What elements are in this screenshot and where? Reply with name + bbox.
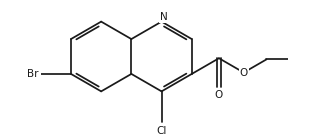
Text: O: O [240, 68, 248, 78]
Text: N: N [160, 12, 167, 22]
Text: Br: Br [27, 69, 39, 79]
Text: Cl: Cl [156, 125, 167, 135]
Text: O: O [215, 90, 223, 100]
